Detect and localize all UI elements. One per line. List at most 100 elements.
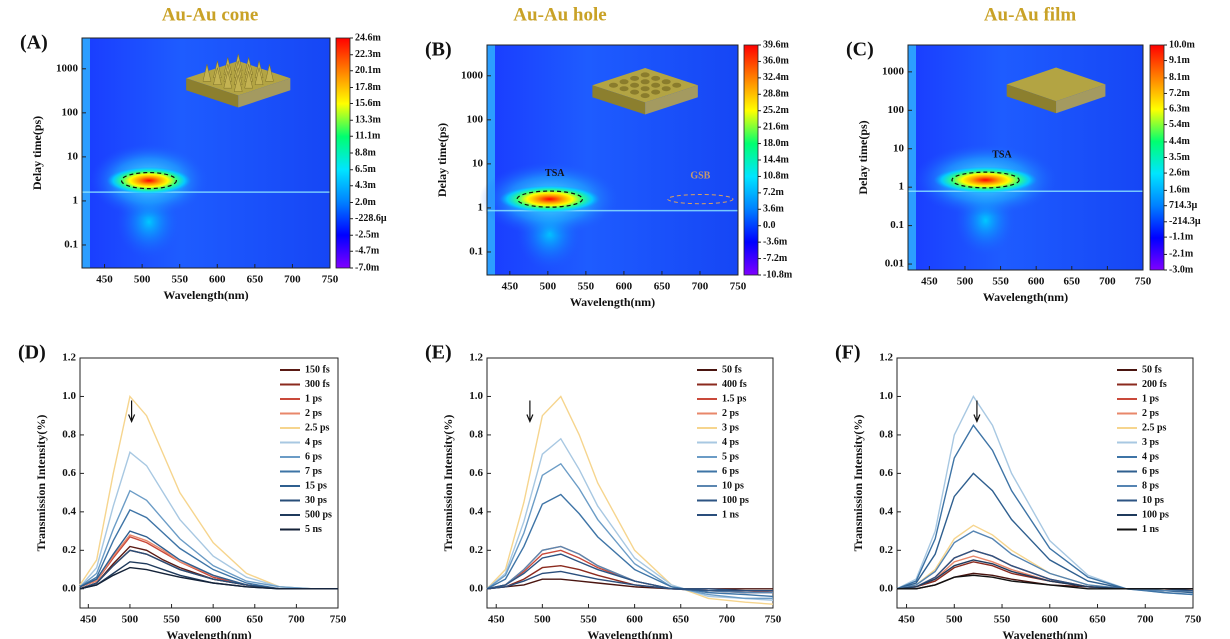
legend-label: 150 fs: [305, 364, 330, 375]
colorbar-tick-label: -3.6m: [763, 236, 788, 247]
legend-label: 2.5 ps: [1142, 422, 1167, 433]
left-edge-band: [908, 45, 916, 270]
colorbar-tick-label: 7.2m: [763, 187, 785, 198]
y-tick-label: 10: [67, 150, 79, 162]
panel: 450 500 550 600 650 700 750 0.0 0.2 0.4 0.6 0.8 1.0 1…: [18, 342, 347, 639]
y-axis-label: Delay time(ps): [30, 116, 44, 190]
legend-label: 500 ps: [305, 509, 332, 520]
x-tick-label: 650: [1064, 276, 1081, 288]
colorbar: [743, 44, 759, 276]
colorbar-tick-label: 8.1m: [1169, 72, 1191, 83]
x-tick-label: 600: [626, 614, 643, 626]
legend-label: 1.5 ps: [722, 393, 747, 404]
annotation: TSA: [545, 168, 565, 179]
x-axis-label: Wavelength(nm): [1002, 628, 1087, 639]
inset-hole: [630, 89, 640, 95]
colorbar-tick-label: -2.1m: [1169, 249, 1194, 260]
x-tick-label: 750: [1185, 614, 1202, 626]
y-axis-label: Delay time(ps): [856, 120, 870, 194]
inset-hole: [661, 86, 671, 92]
inset-hole: [619, 86, 629, 92]
y-tick-label: 0.6: [469, 467, 483, 479]
colorbar-tick-label: 10.8m: [763, 171, 790, 182]
colorbar-tick-label: -3.0m: [1169, 264, 1194, 275]
legend-label: 30 ps: [305, 495, 327, 506]
data-line: [79, 489, 338, 590]
x-tick-label: 650: [247, 614, 264, 626]
data-line: [79, 451, 338, 590]
x-tick-label: 500: [534, 614, 551, 626]
data-line: [897, 574, 1193, 590]
inset-side: [238, 78, 291, 108]
contour: [516, 190, 583, 208]
y-tick-label: 1: [73, 194, 79, 206]
y-tick-label: 0.1: [469, 246, 483, 258]
hot-region: [933, 166, 1038, 194]
y-tick-label: 1.2: [62, 352, 76, 364]
y-tick-label: 0.2: [62, 544, 76, 556]
colorbar-tick-label: 0.0: [763, 220, 776, 231]
x-tick-label: 650: [247, 274, 264, 286]
y-tick-label: 0.4: [62, 505, 76, 517]
x-tick-label: 650: [1089, 614, 1106, 626]
x-tick-label: 550: [171, 274, 188, 286]
x-tick-label: 550: [578, 281, 595, 293]
legend-label: 8 ps: [1142, 480, 1159, 491]
plot-frame: [486, 357, 774, 609]
colorbar-tick-label: -7.0m: [355, 262, 380, 273]
legend-label: 2 ps: [305, 408, 322, 419]
legend-label: 50 fs: [1142, 364, 1162, 375]
inset-hole: [672, 82, 682, 88]
colorbar-tick-label: 4.4m: [1169, 136, 1191, 147]
colorbar-tick-label: 13.3m: [355, 115, 382, 126]
x-tick-label: 550: [992, 276, 1009, 288]
inset-cone: [244, 71, 253, 89]
y-tick-label: 0.2: [879, 544, 893, 556]
colorbar-tick-label: 21.6m: [763, 121, 790, 132]
y-tick-label: 0.2: [469, 544, 483, 556]
legend-label: 4 ps: [305, 437, 322, 448]
annotation: TSA: [992, 150, 1012, 161]
y-tick-label: 1000: [461, 69, 484, 81]
colorbar-tick-label: 22.3m: [355, 49, 382, 60]
inset-hole: [651, 75, 661, 81]
plot-frame: [896, 357, 1194, 609]
inset-cone: [254, 67, 264, 85]
inset-cone: [233, 74, 243, 92]
hot-region: [499, 185, 600, 213]
colorbar-tick-label: 32.4m: [763, 72, 790, 83]
panel-label: (A): [20, 32, 48, 54]
left-edge-band: [487, 45, 495, 275]
y-axis-label: Transmission Intensity(%): [851, 415, 865, 552]
x-tick-label: 600: [1028, 276, 1045, 288]
legend-label: 6 ps: [305, 451, 322, 462]
data-line: [486, 462, 773, 600]
colorbar: [335, 37, 351, 269]
arrow: [973, 400, 981, 424]
x-tick-label: 700: [719, 614, 736, 626]
inset-side: [1006, 84, 1057, 114]
y-axis-label: Transmission Intensity(%): [34, 415, 48, 552]
y-tick-label: 1: [899, 181, 905, 193]
legend-label: 1 ns: [722, 509, 739, 520]
y-tick-label: 0.8: [62, 428, 76, 440]
panel-title: Au-Au cone: [162, 4, 259, 25]
inset-side: [186, 78, 239, 108]
x-tick-label: 500: [122, 614, 139, 626]
colorbar-tick-label: 39.6m: [763, 39, 790, 50]
colorbar-tick-label: -4.7m: [355, 246, 380, 257]
x-axis-label: Wavelength(nm): [587, 628, 672, 639]
colorbar-tick-label: -7.2m: [763, 253, 788, 264]
x-tick-label: 750: [765, 614, 782, 626]
inset-side: [592, 85, 646, 115]
colorbar-tick-label: 25.2m: [763, 105, 790, 116]
colorbar-tick-label: -214.3µ: [1169, 216, 1201, 227]
colorbar-tick-label: 28.8m: [763, 89, 790, 100]
inset-hole: [640, 79, 650, 85]
x-tick-label: 750: [730, 281, 747, 293]
y-tick-label: 0.0: [62, 582, 76, 594]
legend-label: 3 ps: [1142, 437, 1159, 448]
panel: 24.6m 22.3m 20.1m 17.8m 15.6m 13.3m 11.1m 8.8m 6…: [20, 4, 387, 301]
x-tick-label: 600: [209, 274, 226, 286]
contour: [951, 171, 1020, 189]
